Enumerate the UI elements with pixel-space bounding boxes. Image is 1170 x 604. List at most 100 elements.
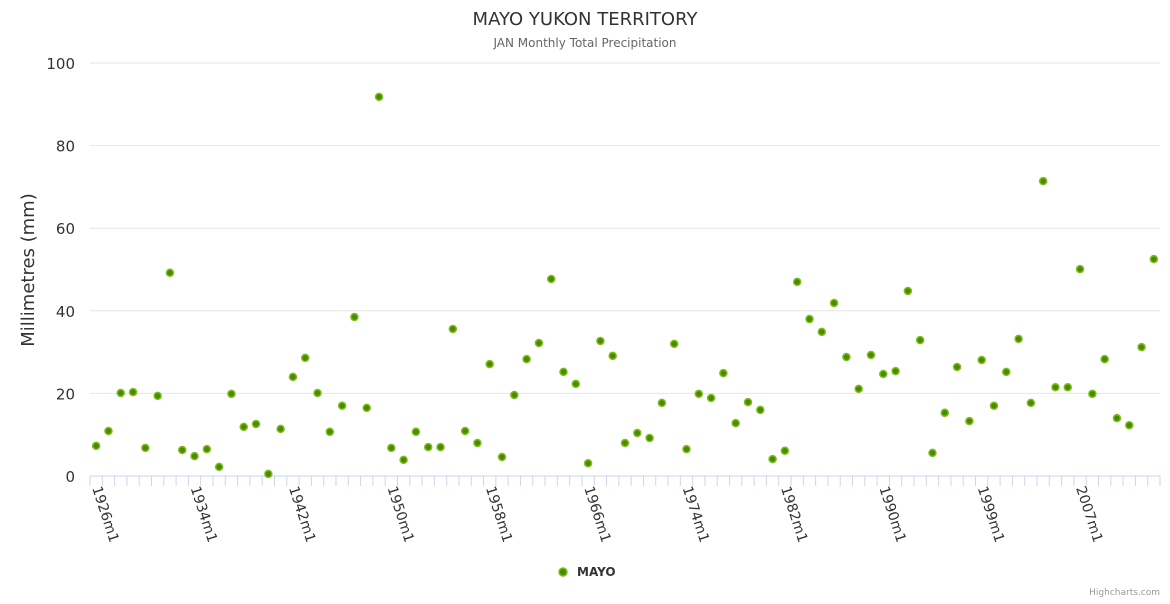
data-point bbox=[817, 327, 827, 337]
x-tick-label: 1950m1 bbox=[384, 484, 417, 544]
x-tick-label: 1982m1 bbox=[777, 484, 810, 544]
data-point bbox=[780, 446, 790, 456]
x-tick-label: 2007m1 bbox=[1072, 484, 1105, 544]
data-point bbox=[214, 462, 224, 472]
x-tick-label: 1966m1 bbox=[580, 484, 613, 544]
data-point bbox=[1002, 367, 1011, 377]
data-point bbox=[411, 427, 421, 437]
data-point bbox=[534, 338, 544, 348]
data-point bbox=[1051, 382, 1060, 392]
data-point bbox=[719, 368, 728, 378]
data-point bbox=[669, 339, 679, 349]
y-tick-label: 60 bbox=[56, 220, 75, 238]
data-point bbox=[608, 351, 617, 361]
data-point bbox=[460, 426, 470, 436]
data-point bbox=[362, 403, 371, 413]
data-point bbox=[91, 441, 101, 451]
y-tick-label: 20 bbox=[56, 385, 75, 403]
x-tick-label: 1990m1 bbox=[875, 484, 908, 544]
y-axis-title: Millimetres (mm) bbox=[18, 193, 39, 347]
credits-link[interactable]: Highcharts.com bbox=[1089, 588, 1160, 598]
data-point bbox=[251, 419, 261, 429]
data-point bbox=[165, 268, 175, 278]
data-point bbox=[805, 314, 814, 324]
data-point bbox=[1014, 334, 1023, 344]
data-point bbox=[879, 369, 888, 379]
chart-title: MAYO YUKON TERRITORY bbox=[473, 9, 699, 30]
data-point bbox=[756, 405, 765, 415]
data-point bbox=[768, 454, 777, 464]
y-tick-label: 80 bbox=[56, 138, 75, 156]
data-point bbox=[682, 444, 691, 454]
data-point bbox=[645, 433, 654, 443]
data-point bbox=[1063, 382, 1073, 392]
data-point bbox=[940, 408, 950, 418]
data-point bbox=[977, 355, 986, 365]
data-point bbox=[829, 298, 839, 308]
data-point bbox=[657, 398, 667, 408]
data-point bbox=[915, 335, 925, 345]
data-point bbox=[1149, 254, 1159, 264]
data-point bbox=[694, 389, 704, 399]
data-point bbox=[510, 390, 519, 400]
data-point bbox=[448, 324, 458, 334]
data-point bbox=[190, 451, 199, 461]
series-mayo bbox=[91, 92, 1159, 479]
data-point bbox=[842, 352, 851, 362]
data-point bbox=[706, 393, 716, 403]
data-point bbox=[104, 426, 113, 436]
data-point bbox=[743, 397, 753, 407]
data-point bbox=[891, 366, 900, 376]
x-tick-label: 1974m1 bbox=[679, 484, 712, 544]
data-point bbox=[952, 362, 962, 372]
x-tick-label: 1999m1 bbox=[974, 484, 1007, 544]
legend-marker bbox=[558, 567, 568, 577]
data-point bbox=[596, 336, 605, 346]
data-point bbox=[423, 442, 433, 452]
data-point bbox=[866, 350, 876, 360]
data-point bbox=[1038, 176, 1048, 186]
data-point bbox=[116, 388, 125, 398]
data-point bbox=[1100, 354, 1109, 364]
data-point bbox=[202, 444, 212, 454]
data-point bbox=[276, 424, 285, 434]
data-point bbox=[1137, 342, 1146, 352]
data-point bbox=[546, 274, 556, 284]
data-point bbox=[903, 286, 913, 296]
x-tick-label: 1958m1 bbox=[482, 484, 515, 544]
data-point bbox=[264, 469, 273, 479]
data-point bbox=[792, 277, 802, 287]
data-point bbox=[387, 443, 396, 453]
data-point bbox=[128, 387, 138, 397]
data-point bbox=[497, 452, 507, 462]
y-tick-label: 40 bbox=[56, 303, 75, 321]
data-point bbox=[1088, 389, 1097, 399]
y-tick-label: 100 bbox=[46, 55, 75, 73]
y-tick-label: 0 bbox=[65, 468, 75, 486]
grid-lines bbox=[90, 62, 1160, 394]
data-point bbox=[633, 428, 642, 438]
data-point bbox=[177, 445, 187, 455]
data-point bbox=[571, 379, 581, 389]
x-axis: 1926m1 1934m1 1942m1 1950m1 1958m1 1966m1 1974… bbox=[88, 475, 1161, 545]
legend-item-mayo[interactable]: MAYO bbox=[558, 565, 616, 579]
x-tick-label: 1934m1 bbox=[187, 484, 220, 544]
data-point bbox=[731, 418, 740, 428]
y-axis-labels: 0 20 40 60 80 100 bbox=[46, 55, 75, 486]
x-tick-label: 1942m1 bbox=[285, 484, 318, 544]
data-point bbox=[141, 443, 150, 453]
data-point bbox=[1026, 398, 1036, 408]
data-point bbox=[1112, 413, 1122, 423]
data-point bbox=[227, 389, 236, 399]
data-point bbox=[583, 458, 593, 468]
data-point bbox=[1125, 420, 1134, 430]
data-point bbox=[473, 438, 482, 448]
data-point bbox=[436, 442, 445, 452]
data-point bbox=[399, 455, 408, 465]
data-point bbox=[559, 367, 568, 377]
data-point bbox=[300, 353, 310, 363]
data-point bbox=[620, 438, 630, 448]
data-point bbox=[485, 359, 494, 369]
data-point bbox=[854, 384, 863, 394]
